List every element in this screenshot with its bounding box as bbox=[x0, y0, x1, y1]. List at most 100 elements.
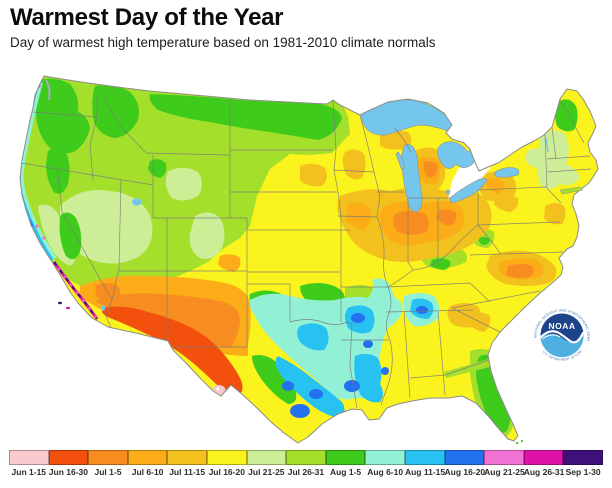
region-nal-blue bbox=[416, 306, 428, 314]
legend-swatch bbox=[286, 450, 326, 465]
region-organpipe-pink bbox=[125, 335, 131, 339]
legend-item: Jul 26-31 bbox=[286, 450, 326, 477]
region-swla-blue bbox=[344, 380, 360, 392]
lake-champlain bbox=[545, 137, 549, 153]
region-wwi-gold bbox=[342, 149, 366, 180]
legend-swatch bbox=[206, 450, 247, 465]
region-bigbend-white-dot bbox=[216, 387, 220, 391]
legend-swatch bbox=[127, 450, 168, 465]
legend-swatch bbox=[9, 450, 49, 465]
long-island bbox=[559, 186, 584, 195]
legend-label: Aug 11-15 bbox=[404, 467, 446, 477]
region-ilin-orange bbox=[393, 211, 429, 235]
legend-swatch bbox=[404, 450, 445, 465]
noaa-emblem-sea bbox=[540, 333, 584, 358]
socal-coast-orchid bbox=[53, 261, 98, 320]
legend-label: Jul 16-20 bbox=[208, 467, 245, 477]
salton-sea bbox=[101, 305, 105, 311]
region-co-rockies-palegreen bbox=[189, 212, 225, 259]
region-etx-sky bbox=[297, 323, 329, 351]
legend-swatch bbox=[167, 450, 207, 465]
legend-item: Jul 1-5 bbox=[88, 450, 128, 477]
region-mojave-orange bbox=[95, 283, 121, 304]
region-maine-green bbox=[555, 99, 578, 132]
legend-item: Aug 11-15 bbox=[404, 450, 446, 477]
region-oh-orange bbox=[436, 209, 457, 226]
region-wny-amber bbox=[486, 178, 505, 194]
legend-swatch bbox=[563, 450, 603, 465]
region-stx-green-band bbox=[252, 355, 297, 404]
great-salt-lake bbox=[132, 198, 142, 206]
legend-item: Aug 16-20 bbox=[444, 450, 486, 477]
legend-item: Aug 6-10 bbox=[365, 450, 405, 477]
us-map-container: NATIONAL OCEANIC AND ATMOSPHERIC ADMINIS… bbox=[0, 53, 612, 448]
region-wy-palegreen bbox=[165, 167, 202, 201]
ontario-peninsula-canada bbox=[448, 151, 492, 199]
climate-regions bbox=[20, 76, 592, 439]
region-ar-blue1 bbox=[351, 313, 365, 323]
region-stx-blue1 bbox=[290, 404, 310, 418]
legend-item: Aug 26-31 bbox=[523, 450, 564, 477]
legend-label: Jul 1-5 bbox=[94, 467, 122, 477]
noaa-acronym: NOAA bbox=[548, 321, 575, 331]
florida-key-1 bbox=[515, 441, 519, 445]
lake-st-clair bbox=[445, 189, 451, 195]
legend-label: Jun 16-30 bbox=[48, 467, 88, 477]
legend-swatch bbox=[365, 450, 405, 465]
legend-label: Jul 26-31 bbox=[287, 467, 325, 477]
region-mdnj-gold bbox=[544, 203, 566, 225]
legend-label: Aug 1-5 bbox=[329, 467, 362, 477]
legend: Jun 1-15 Jun 16-30 Jul 1-5 Jul 6-10 Jul 11-1… bbox=[9, 450, 603, 477]
legend-item: Jun 16-30 bbox=[48, 450, 89, 477]
legend-swatch bbox=[444, 450, 485, 465]
us-choropleth-map: NATIONAL OCEANIC AND ATMOSPHERIC ADMINIS… bbox=[0, 53, 599, 445]
page-subtitle: Day of warmest high temperature based on… bbox=[10, 35, 436, 50]
region-ky-green-dot bbox=[430, 258, 451, 270]
region-mi-orange bbox=[423, 161, 438, 178]
region-sc-gold bbox=[468, 312, 491, 332]
legend-swatch bbox=[48, 450, 89, 465]
legend-item: Aug 21-25 bbox=[484, 450, 525, 477]
coast-strip-palecyan bbox=[20, 81, 57, 261]
lake-michigan bbox=[401, 144, 423, 213]
great-lakes bbox=[361, 99, 549, 213]
legend-label: Jun 1-15 bbox=[11, 467, 47, 477]
region-uppermi-gold bbox=[380, 130, 412, 150]
legend-item: Sep 1-30 bbox=[563, 450, 603, 477]
region-adirondack-palegreen bbox=[525, 148, 547, 168]
region-pa-gold bbox=[494, 194, 519, 212]
legend-swatch bbox=[246, 450, 287, 465]
legend-label: Jul 6-10 bbox=[131, 467, 164, 477]
region-sierra-green bbox=[59, 212, 82, 260]
region-seco-amber bbox=[218, 254, 241, 272]
region-yellowstone-green bbox=[148, 159, 167, 178]
legend-item: Jul 11-15 bbox=[167, 450, 207, 477]
florida-key-2 bbox=[520, 439, 524, 443]
channel-island-1 bbox=[58, 301, 62, 305]
region-sw-red-core bbox=[101, 306, 243, 396]
coast-orchid-dot1 bbox=[35, 224, 39, 228]
legend-item: Jul 6-10 bbox=[127, 450, 168, 477]
us-outline bbox=[19, 75, 599, 444]
region-ar-blue2 bbox=[363, 340, 373, 348]
region-nc-orange bbox=[506, 264, 534, 279]
legend-item: Jul 16-20 bbox=[206, 450, 247, 477]
legend-label: Aug 21-25 bbox=[484, 467, 525, 477]
legend-label: Jul 11-15 bbox=[169, 467, 206, 477]
legend-swatch bbox=[325, 450, 366, 465]
region-stx-blue2 bbox=[309, 389, 323, 399]
legend-swatch bbox=[523, 450, 564, 465]
legend-label: Sep 1-30 bbox=[565, 467, 601, 477]
legend-label: Jul 21-25 bbox=[248, 467, 285, 477]
lake-ontario bbox=[494, 167, 520, 178]
lake-erie bbox=[449, 178, 488, 204]
region-esd-gold bbox=[300, 163, 327, 187]
noaa-gull-wing bbox=[541, 334, 561, 340]
region-id-mt-green bbox=[92, 84, 139, 138]
green-bay bbox=[395, 151, 406, 171]
legend-swatch bbox=[484, 450, 524, 465]
state-borders bbox=[20, 93, 592, 409]
legend-label: Aug 16-20 bbox=[444, 467, 486, 477]
region-ms-blue bbox=[381, 367, 389, 375]
